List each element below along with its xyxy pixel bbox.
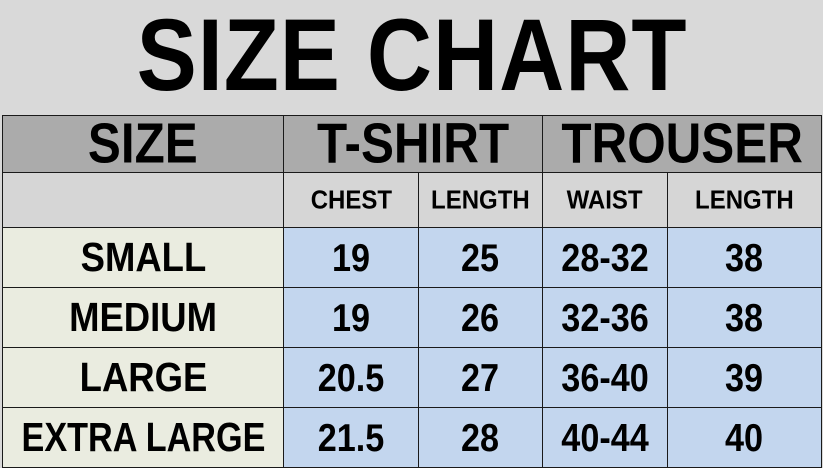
cell-trouser-waist: 36-40: [542, 347, 668, 408]
cell-trouser-waist: 28-32: [542, 227, 668, 288]
cell-trouser-length: 38: [667, 287, 822, 348]
group-header-tshirt: T-SHIRT: [283, 115, 543, 173]
table-sub-header-row: CHEST LENGTH WAIST LENGTH: [2, 172, 822, 228]
document-title-band: SIZE CHART: [0, 0, 823, 115]
sub-header-trouser-waist: WAIST: [542, 172, 668, 228]
cell-trouser-length: 39: [667, 347, 822, 408]
cell-trouser-length: 38: [667, 227, 822, 288]
cell-trouser-waist: 32-36: [542, 287, 668, 348]
sub-header-tshirt-length: LENGTH: [418, 172, 543, 228]
table-row: EXTRA LARGE 21.5 28 40-44 40: [2, 407, 822, 468]
cell-trouser-length: 40: [667, 407, 822, 468]
cell-tshirt-chest: 19: [283, 227, 419, 288]
row-size-label: LARGE: [2, 347, 284, 408]
cell-tshirt-length: 28: [418, 407, 543, 468]
table-row: MEDIUM 19 26 32-36 38: [2, 287, 822, 348]
sub-header-blank: [2, 172, 284, 228]
group-header-size: SIZE: [2, 115, 284, 173]
cell-tshirt-length: 25: [418, 227, 543, 288]
cell-tshirt-chest: 20.5: [283, 347, 419, 408]
table-row: SMALL 19 25 28-32 38: [2, 227, 822, 288]
cell-tshirt-chest: 19: [283, 287, 419, 348]
sub-header-tshirt-chest: CHEST: [283, 172, 419, 228]
row-size-label: SMALL: [2, 227, 284, 288]
table-group-header-row: SIZE T-SHIRT TROUSER: [2, 115, 822, 173]
cell-tshirt-length: 26: [418, 287, 543, 348]
cell-tshirt-chest: 21.5: [283, 407, 419, 468]
size-chart-table: SIZE T-SHIRT TROUSER CHEST LENGTH WAIST …: [2, 115, 822, 468]
row-size-label: MEDIUM: [2, 287, 284, 348]
cell-tshirt-length: 27: [418, 347, 543, 408]
row-size-label: EXTRA LARGE: [2, 407, 284, 468]
table-row: LARGE 20.5 27 36-40 39: [2, 347, 822, 408]
group-header-trouser: TROUSER: [542, 115, 822, 173]
sub-header-trouser-length: LENGTH: [667, 172, 822, 228]
page-title: SIZE CHART: [136, 0, 687, 112]
cell-trouser-waist: 40-44: [542, 407, 668, 468]
